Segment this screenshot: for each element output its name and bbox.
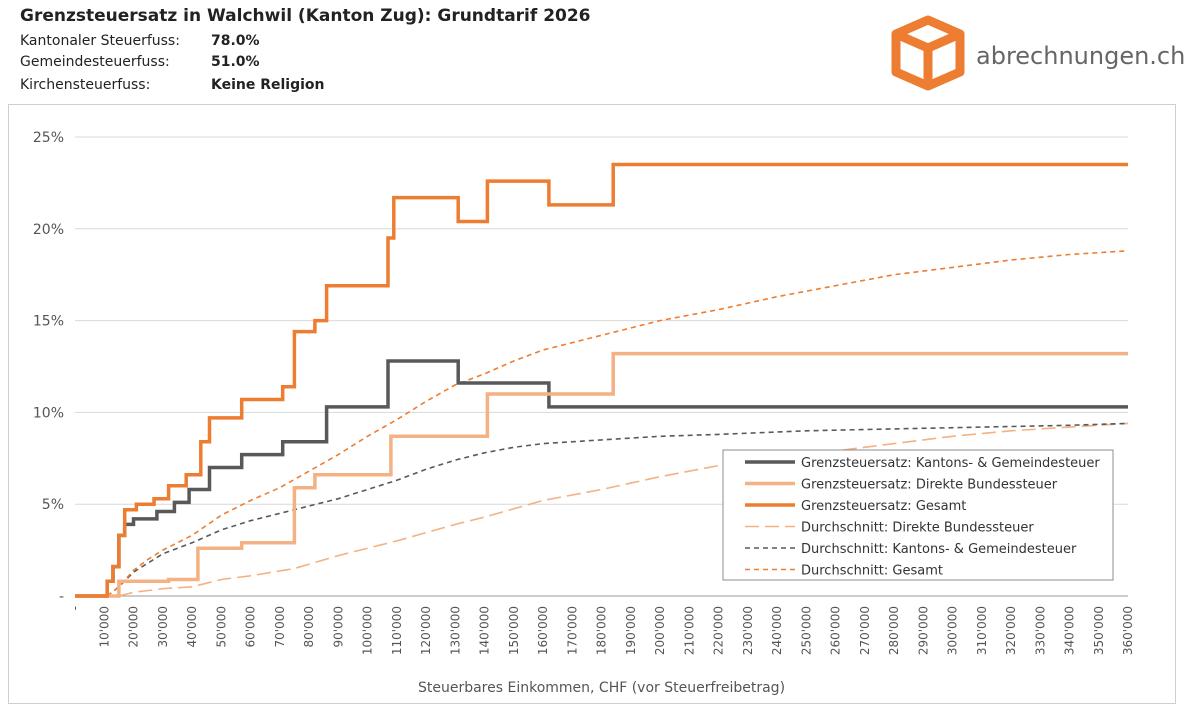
x-tick-label: 30'000 (156, 606, 170, 647)
x-tick-label: 320'000 (1004, 606, 1018, 655)
x-tick-label: 360'000 (1121, 606, 1135, 655)
legend-label: Grenzsteuersatz: Gesamt (801, 499, 966, 514)
x-tick-label: 260'000 (829, 606, 843, 655)
x-tick-label: 330'000 (1033, 606, 1047, 655)
x-tick-label: 120'000 (419, 606, 433, 655)
x-tick-label: 130'000 (448, 606, 462, 655)
chart-frame: - 5% 10% 15% 20% 25% - 10'000 20'000 30'000 40'00… (8, 104, 1176, 704)
x-tick-label: 70'000 (273, 606, 287, 647)
info-value: 51.0% (211, 54, 260, 70)
x-tick-label: 290'000 (916, 606, 930, 655)
x-tick-label: 190'000 (624, 606, 638, 655)
x-tick-label: 90'000 (331, 606, 345, 647)
x-tick-label: 310'000 (975, 606, 989, 655)
legend-label: Durchschnitt: Kantons- & Gemeindesteuer (801, 542, 1077, 557)
x-tick-label: 140'000 (478, 606, 492, 655)
x-tick-label: 240'000 (770, 606, 784, 655)
x-tick-label: 160'000 (536, 606, 550, 655)
x-tick-label: 220'000 (712, 606, 726, 655)
info-row-kanton: Kantonaler Steuerfuss: 78.0% (20, 33, 260, 49)
x-tick-label: 300'000 (946, 606, 960, 655)
y-tick-label: 15% (33, 314, 64, 330)
box-icon (891, 15, 965, 91)
info-row-kirche: Kirchensteuerfuss: Keine Religion (20, 77, 325, 93)
x-tick-label: 20'000 (127, 606, 141, 647)
series-line (118, 422, 1129, 597)
x-tick-label: 40'000 (185, 606, 199, 647)
chart-title: Grenzsteuersatz in Walchwil (Kanton Zug)… (20, 6, 591, 26)
info-label: Kirchensteuerfuss: (20, 77, 151, 93)
y-tick-label: 25% (33, 130, 64, 146)
legend-label: Grenzsteuersatz: Kantons- & Gemeindesteu… (801, 456, 1100, 471)
series-line (75, 162, 1128, 598)
x-tick-label: 50'000 (214, 606, 228, 647)
x-axis-title: Steuerbares Einkommen, CHF (vor Steuerfr… (418, 680, 785, 696)
legend-box (722, 449, 1114, 581)
x-tick-label: 210'000 (682, 606, 696, 655)
x-tick-label: - (68, 606, 82, 610)
info-value: Keine Religion (211, 77, 325, 93)
x-tick-label: 280'000 (887, 606, 901, 655)
header: Grenzsteuersatz in Walchwil (Kanton Zug)… (0, 0, 1186, 104)
chart-svg: - 5% 10% 15% 20% 25% - 10'000 20'000 30'000 40'00… (33, 130, 1135, 696)
x-tick-label: 10'000 (97, 606, 111, 647)
legend-label: Durchschnitt: Direkte Bundessteuer (801, 521, 1034, 536)
x-tick-label: 350'000 (1092, 606, 1106, 655)
series-line (106, 422, 1129, 597)
series-line (106, 250, 1129, 597)
logo-text: abrechnungen.ch (976, 42, 1186, 70)
x-tick-label: 340'000 (1063, 606, 1077, 655)
x-tick-label: 230'000 (741, 606, 755, 655)
x-tick-label: 100'000 (361, 606, 375, 655)
x-tick-label: 270'000 (858, 606, 872, 655)
legend-label: Grenzsteuersatz: Direkte Bundessteuer (801, 478, 1058, 493)
x-tick-label: 170'000 (565, 606, 579, 655)
y-tick-label: 5% (42, 497, 64, 513)
info-label: Gemeindesteuerfuss: (20, 54, 170, 70)
x-tick-label: 150'000 (507, 606, 521, 655)
x-tick-label: 200'000 (653, 606, 667, 655)
x-tick-label: 180'000 (595, 606, 609, 655)
info-label: Kantonaler Steuerfuss: (20, 33, 180, 49)
logo: abrechnungen.ch (888, 12, 1185, 92)
y-tick-label: - (59, 589, 64, 605)
y-tick-label: 10% (33, 405, 64, 421)
y-tick-label: 20% (33, 222, 64, 238)
info-value: 78.0% (211, 33, 260, 49)
x-tick-label: 60'000 (244, 606, 258, 647)
x-tick-label: 250'000 (799, 606, 813, 655)
info-row-gemeinde: Gemeindesteuerfuss: 51.0% (20, 54, 260, 70)
x-tick-label: 110'000 (390, 606, 404, 655)
legend-label: Durchschnitt: Gesamt (801, 564, 943, 579)
series-line (75, 351, 1128, 598)
x-tick-label: 80'000 (302, 606, 316, 647)
